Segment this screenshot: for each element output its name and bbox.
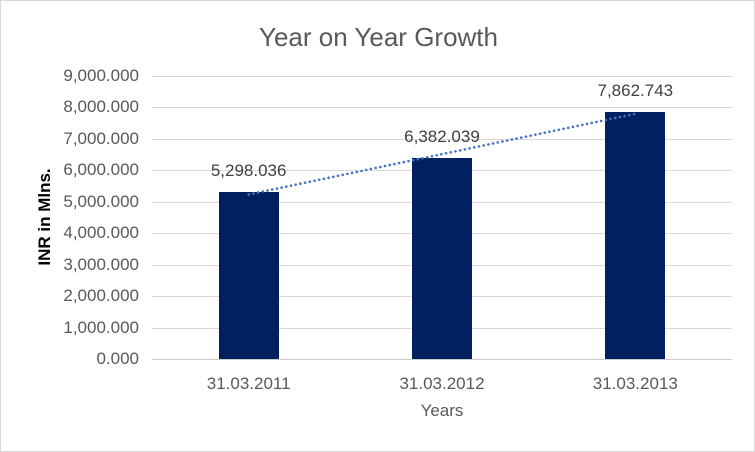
y-axis-title: INR in Mlns. xyxy=(35,168,54,266)
gridline xyxy=(152,76,732,77)
x-tick-label: 31.03.2013 xyxy=(592,374,678,393)
bar-data-label: 7,862.743 xyxy=(597,80,674,100)
y-tick-label: 2,000.000 xyxy=(63,286,139,306)
bar xyxy=(218,192,279,359)
bar-data-label: 6,382.039 xyxy=(404,127,480,147)
x-axis-title: Years xyxy=(420,401,464,420)
bar-data-label: 5,298.036 xyxy=(210,161,287,181)
y-tick-label: 0.000 xyxy=(96,349,139,368)
gridline xyxy=(152,138,732,140)
y-tick-label: 5,000.000 xyxy=(63,191,139,211)
trendline-line xyxy=(247,112,637,196)
trendline xyxy=(247,112,637,196)
x-tick-label: 31.03.2011 xyxy=(206,374,291,393)
chart-title: Year on Year Growth xyxy=(259,22,498,52)
y-tick-label: 4,000.000 xyxy=(63,223,139,243)
x-tick-label: 31.03.2012 xyxy=(399,374,485,393)
y-tick-label: 9,000.000 xyxy=(63,66,139,85)
y-tick-label: 6,000.000 xyxy=(63,160,139,180)
y-tick-label: 1,000.000 xyxy=(63,317,139,337)
y-tick-label: 8,000.000 xyxy=(63,97,139,117)
bar xyxy=(412,158,472,359)
plot-area xyxy=(152,76,732,360)
y-tick-label: 7,000.000 xyxy=(63,128,139,148)
x-axis-line xyxy=(152,359,732,360)
gridline xyxy=(152,107,732,109)
bar xyxy=(605,111,666,359)
y-tick-label: 3,000.000 xyxy=(63,254,139,274)
